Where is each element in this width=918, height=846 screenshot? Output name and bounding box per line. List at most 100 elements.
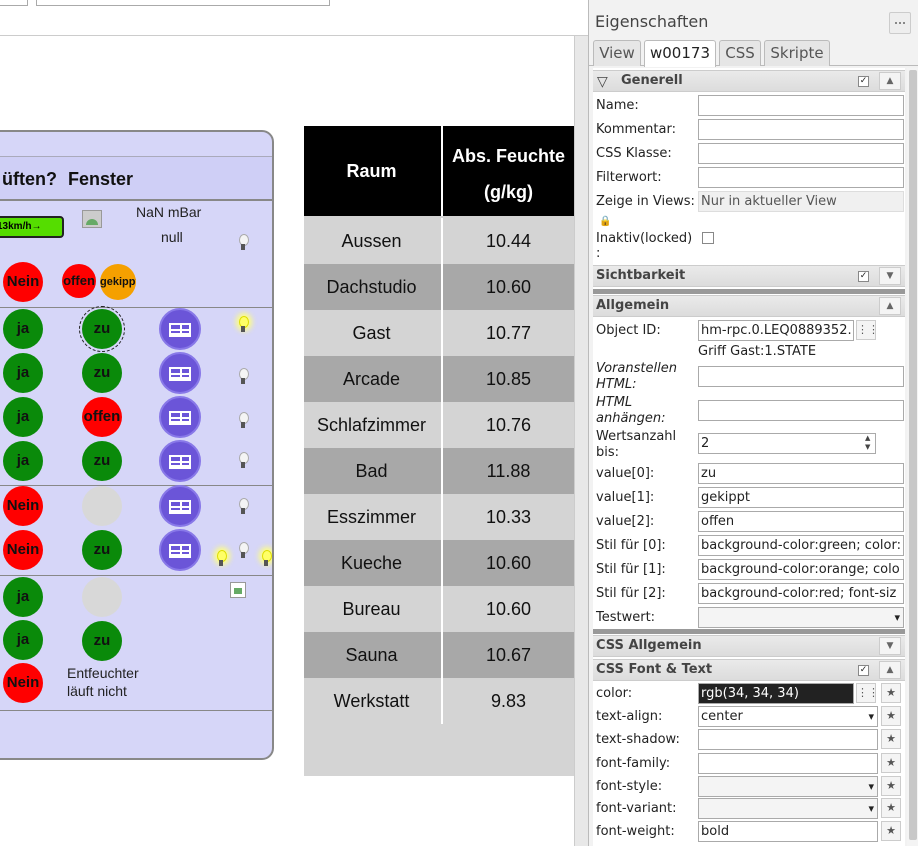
state-zu[interactable]: zu — [82, 353, 122, 393]
section-visibility[interactable]: Sichtbarkeit ✓ ▼ — [593, 265, 905, 287]
filter-icon[interactable]: ▽ — [597, 74, 608, 90]
lamp-icon[interactable] — [238, 368, 249, 386]
table-icon[interactable] — [159, 485, 201, 527]
prepend-html-field[interactable] — [698, 366, 904, 387]
label-append-html: HTML — [596, 395, 633, 410]
state-nein[interactable]: Nein — [3, 486, 43, 526]
style-1-field[interactable]: background-color:orange; colo — [698, 559, 904, 580]
font-variant-select[interactable] — [698, 798, 878, 819]
chevron-up-icon[interactable]: ▲ — [879, 297, 901, 315]
text-align-select[interactable]: center — [698, 706, 878, 727]
lamp-icon[interactable] — [238, 234, 249, 252]
test-value-select[interactable] — [698, 607, 904, 628]
star-icon[interactable]: ★ — [881, 776, 901, 796]
state-nein[interactable]: Nein — [3, 663, 43, 703]
state-ja[interactable]: ja — [3, 353, 43, 393]
lamp-icon-on[interactable] — [238, 316, 249, 334]
toolbar-field-main[interactable] — [36, 0, 330, 6]
panel-scrollbar[interactable] — [907, 68, 918, 846]
inactive-checkbox[interactable] — [702, 232, 714, 244]
section-checkbox[interactable]: ✓ — [858, 665, 869, 676]
value-1-field[interactable]: gekippt — [698, 487, 904, 508]
chevron-down-icon[interactable]: ▼ — [879, 267, 901, 285]
chevron-up-icon[interactable]: ▲ — [879, 72, 901, 90]
tab-css[interactable]: CSS — [719, 40, 761, 66]
tab-widget[interactable]: w00173 — [644, 40, 716, 67]
star-icon[interactable]: ★ — [881, 683, 901, 703]
section-checkbox[interactable]: ✓ — [858, 76, 869, 87]
comment-field[interactable] — [698, 119, 904, 140]
lamp-icon-on[interactable] — [216, 550, 227, 568]
state-nein[interactable]: Nein — [3, 530, 43, 570]
table-icon[interactable] — [159, 396, 201, 438]
value-count-field[interactable]: 2 — [698, 433, 876, 454]
section-css-general-label: CSS Allgemein — [596, 638, 702, 653]
font-family-field[interactable] — [698, 753, 878, 774]
color-picker-button[interactable]: ⋮⋮ — [856, 683, 879, 703]
color-field[interactable]: rgb(34, 34, 34) — [698, 683, 854, 704]
text-shadow-field[interactable] — [698, 729, 878, 750]
lamp-icon[interactable] — [238, 542, 249, 560]
font-style-select[interactable] — [698, 776, 878, 797]
state-zu-selected[interactable]: zu — [79, 306, 125, 352]
label-font-style: font-style: — [596, 779, 663, 794]
state-ja[interactable]: ja — [3, 441, 43, 481]
section-css-font[interactable]: CSS Font & Text ✓ ▲ — [593, 659, 905, 681]
append-html-field[interactable] — [698, 400, 904, 421]
tab-view[interactable]: View — [593, 40, 641, 66]
state-nein[interactable]: Nein — [3, 262, 43, 302]
scrollbar-thumb[interactable] — [909, 70, 917, 840]
table-icon[interactable] — [159, 308, 201, 350]
font-weight-field[interactable]: bold — [698, 821, 878, 842]
star-icon[interactable]: ★ — [881, 821, 901, 841]
state-zu[interactable]: zu — [82, 621, 122, 661]
toolbar-field-left[interactable] — [0, 0, 28, 6]
section-css-font-label: CSS Font & Text — [596, 662, 713, 677]
show-in-views-select[interactable]: Nur in aktueller View — [698, 191, 904, 212]
state-ja[interactable]: ja — [3, 620, 43, 660]
css-class-field[interactable] — [698, 143, 904, 164]
lamp-icon[interactable] — [238, 412, 249, 430]
value-count-stepper[interactable]: ▲ ▼ — [865, 434, 871, 451]
style-2-field[interactable]: background-color:red; font-siz — [698, 583, 904, 604]
lamp-icon-on[interactable] — [261, 550, 272, 568]
filter-field[interactable] — [698, 167, 904, 188]
tab-scripts[interactable]: Skripte — [764, 40, 830, 66]
lamp-icon[interactable] — [238, 498, 249, 516]
state-offen[interactable]: offen — [82, 397, 122, 437]
lock-icon: 🔒 — [599, 216, 612, 227]
chevron-up-icon[interactable]: ▲ — [879, 661, 901, 679]
select-id-button[interactable]: ⋮⋮ — [856, 320, 879, 340]
value-0-field[interactable]: zu — [698, 463, 904, 484]
properties-panel: Eigenschaften View w00173 CSS Skripte ▽ … — [588, 0, 918, 846]
section-general[interactable]: Allgemein ▲ — [593, 295, 905, 317]
state-gekippt[interactable]: gekippt — [100, 264, 136, 300]
panel-menu-button[interactable] — [889, 12, 911, 34]
state-ja[interactable]: ja — [3, 309, 43, 349]
star-icon[interactable]: ★ — [881, 706, 901, 726]
value-2-field[interactable]: offen — [698, 511, 904, 532]
editor-scrollbar[interactable] — [574, 36, 588, 846]
state-ja[interactable]: ja — [3, 397, 43, 437]
state-empty[interactable] — [82, 577, 122, 617]
divider — [0, 200, 272, 201]
section-generell[interactable]: ▽ Generell ✓ ▲ — [593, 70, 905, 92]
section-css-general[interactable]: CSS Allgemein ▼ — [593, 635, 905, 657]
table-icon[interactable] — [159, 529, 201, 571]
star-icon[interactable]: ★ — [881, 798, 901, 818]
state-zu[interactable]: zu — [82, 441, 122, 481]
star-icon[interactable]: ★ — [881, 753, 901, 773]
object-id-field[interactable]: hm-rpc.0.LEQ0889352.1 — [698, 320, 854, 341]
lamp-icon[interactable] — [238, 452, 249, 470]
state-offen[interactable]: offen — [62, 264, 96, 298]
name-field[interactable] — [698, 95, 904, 116]
state-empty[interactable] — [82, 486, 122, 526]
style-0-field[interactable]: background-color:green; color: — [698, 535, 904, 556]
star-icon[interactable]: ★ — [881, 729, 901, 749]
chevron-down-icon[interactable]: ▼ — [879, 637, 901, 655]
table-icon[interactable] — [159, 440, 201, 482]
section-checkbox[interactable]: ✓ — [858, 271, 869, 282]
state-zu[interactable]: zu — [82, 530, 122, 570]
table-icon[interactable] — [159, 352, 201, 394]
state-ja[interactable]: ja — [3, 577, 43, 617]
